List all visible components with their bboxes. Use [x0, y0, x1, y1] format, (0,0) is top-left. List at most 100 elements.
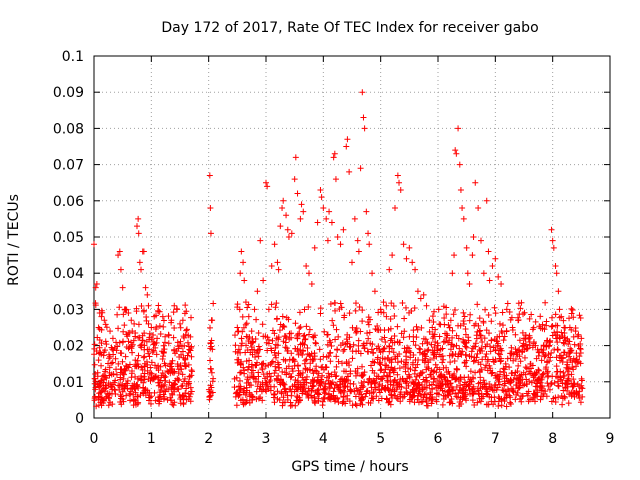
data-point [392, 355, 399, 362]
data-point [101, 317, 108, 324]
data-point [548, 323, 555, 330]
data-point [484, 341, 491, 348]
data-point [298, 201, 305, 208]
data-point [480, 377, 487, 384]
data-point [451, 357, 458, 364]
x-tick-label: 5 [376, 431, 385, 447]
data-point [268, 262, 275, 269]
data-point [452, 307, 459, 314]
data-point [245, 363, 252, 370]
data-point [329, 379, 336, 386]
data-point [352, 307, 359, 314]
data-point [275, 350, 282, 357]
data-point [271, 330, 278, 337]
data-point [341, 384, 348, 391]
data-point [480, 318, 487, 325]
data-point [503, 392, 510, 399]
data-point [124, 363, 131, 370]
data-point [489, 262, 496, 269]
data-point [344, 338, 351, 345]
data-point [481, 335, 488, 342]
data-point [576, 395, 583, 402]
data-point [154, 307, 161, 314]
data-point [340, 393, 347, 400]
data-point [294, 363, 301, 370]
data-point [265, 385, 272, 392]
data-point [260, 360, 267, 367]
data-point [548, 398, 555, 405]
data-point [517, 305, 524, 312]
data-point [128, 374, 135, 381]
data-point [407, 354, 414, 361]
data-point [332, 176, 339, 183]
data-point [444, 392, 451, 399]
data-point [553, 270, 560, 277]
data-point [207, 324, 214, 331]
data-point [473, 332, 480, 339]
data-point [417, 295, 424, 302]
data-point [294, 386, 301, 393]
data-point [267, 361, 274, 368]
data-point [524, 345, 531, 352]
data-point [146, 389, 153, 396]
data-point [345, 358, 352, 365]
data-point [357, 165, 364, 172]
data-point [236, 306, 243, 313]
data-point [98, 340, 105, 347]
data-point [186, 373, 193, 380]
data-point [559, 401, 566, 408]
data-point [389, 252, 396, 259]
data-point [472, 320, 479, 327]
data-point [257, 237, 264, 244]
data-point [326, 350, 333, 357]
data-point [269, 327, 276, 334]
data-point [369, 270, 376, 277]
data-point [282, 333, 289, 340]
data-point [161, 381, 168, 388]
data-point [255, 369, 262, 376]
data-point [300, 208, 307, 215]
data-point [463, 344, 470, 351]
data-point [503, 372, 510, 379]
data-point [504, 355, 511, 362]
data-point [556, 334, 563, 341]
data-point [237, 397, 244, 404]
data-point [209, 317, 216, 324]
data-point [364, 348, 371, 355]
data-point [136, 334, 143, 341]
data-point [452, 376, 459, 383]
data-point [344, 136, 351, 143]
data-point [183, 363, 190, 370]
data-point [554, 322, 561, 329]
data-point [453, 332, 460, 339]
data-point [565, 365, 572, 372]
data-point [124, 377, 131, 384]
data-point [483, 327, 490, 334]
data-point [323, 374, 330, 381]
data-point [526, 338, 533, 345]
data-point [108, 390, 115, 397]
data-point [381, 345, 388, 352]
data-point [552, 262, 559, 269]
data-point [154, 335, 161, 342]
data-point [91, 380, 98, 387]
data-point [300, 333, 307, 340]
data-point [148, 359, 155, 366]
data-point [457, 322, 464, 329]
data-point [169, 357, 176, 364]
data-point [553, 354, 560, 361]
data-point [324, 331, 331, 338]
data-point [371, 288, 378, 295]
data-point [266, 378, 273, 385]
data-point [111, 386, 118, 393]
data-point [435, 384, 442, 391]
data-point [404, 390, 411, 397]
data-point [147, 364, 154, 371]
data-point [499, 309, 506, 316]
data-point [569, 359, 576, 366]
data-point [483, 362, 490, 369]
data-point [352, 300, 359, 307]
data-point [512, 331, 519, 338]
data-point [385, 399, 392, 406]
data-point [577, 350, 584, 357]
